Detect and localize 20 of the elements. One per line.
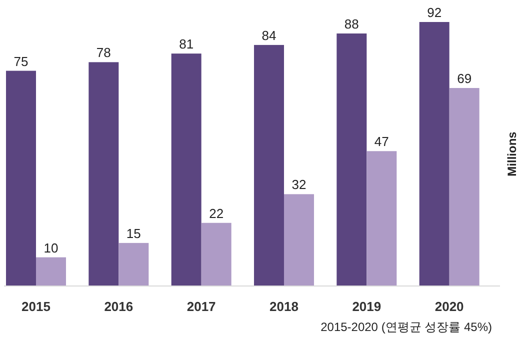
- data-label: 78: [96, 45, 111, 60]
- data-label: 81: [179, 36, 194, 52]
- x-tick-label: 2020: [434, 299, 464, 314]
- data-label: 22: [209, 206, 224, 221]
- y-axis-title: Millions: [505, 131, 519, 176]
- x-tick-label: 2015: [22, 299, 50, 314]
- data-label: 69: [457, 71, 472, 86]
- text: 2015-2020 (연평균 성장률 45%): [320, 320, 492, 334]
- x-tick-label: 2019: [352, 299, 382, 314]
- x-tick-label: 2017: [186, 299, 216, 314]
- data-label: 47: [374, 134, 389, 150]
- data-label: 32: [292, 177, 306, 192]
- data-label: 15: [126, 226, 141, 241]
- x-tick-label: 2016: [104, 299, 134, 314]
- x-tick-label: 2018: [270, 299, 298, 314]
- data-label: 88: [344, 16, 359, 32]
- data-label: 10: [44, 240, 58, 256]
- data-label: 92: [427, 5, 442, 20]
- data-label: 84: [262, 28, 276, 43]
- data-label: 75: [14, 54, 28, 69]
